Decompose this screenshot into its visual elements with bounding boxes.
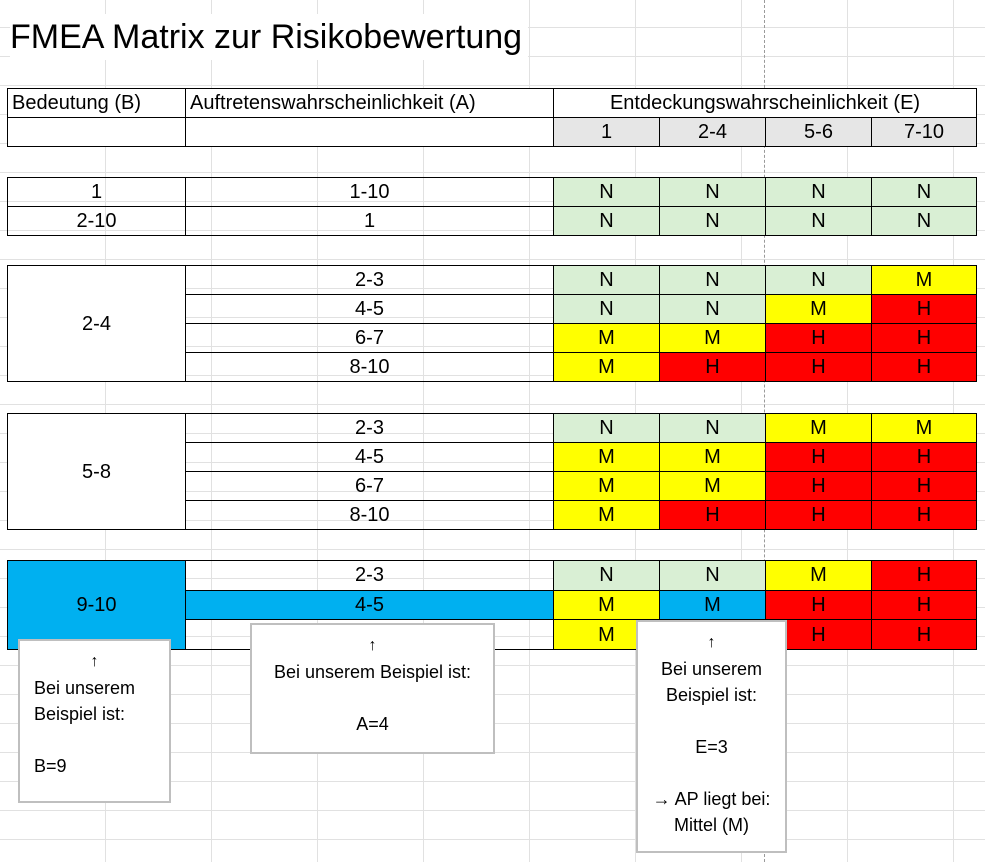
risk-cell[interactable]: N	[553, 560, 660, 591]
risk-cell[interactable]: H	[871, 500, 977, 530]
risk-cell[interactable]: H	[765, 323, 872, 353]
b-cell[interactable]: 2-10	[7, 206, 186, 236]
e-category-1[interactable]: 1	[553, 117, 660, 147]
risk-cell[interactable]: M	[553, 352, 660, 382]
header-empty-cell[interactable]	[7, 117, 186, 147]
risk-cell[interactable]: M	[659, 442, 766, 472]
risk-cell[interactable]: N	[659, 560, 766, 591]
page-title: FMEA Matrix zur Risikobewertung	[10, 14, 529, 60]
callout-text: Bei unserem Beispiel ist:	[273, 662, 472, 682]
up-arrow-icon: ↑	[90, 653, 99, 670]
risk-cell[interactable]: H	[871, 294, 977, 324]
b-cell[interactable]: 5-8	[7, 413, 186, 530]
risk-cell[interactable]: N	[871, 206, 977, 236]
group-table-1: 1 1-10 N N N N 2-10 1 N N N N	[7, 177, 977, 236]
risk-cell[interactable]: N	[553, 294, 660, 324]
risk-cell[interactable]: H	[765, 471, 872, 501]
b-cell-selected[interactable]: 9-10	[7, 560, 186, 650]
risk-cell[interactable]: N	[659, 206, 766, 236]
a-cell[interactable]: 2-3	[185, 265, 554, 295]
risk-cell[interactable]: N	[553, 177, 660, 207]
risk-cell[interactable]: H	[871, 442, 977, 472]
risk-cell[interactable]: M	[765, 294, 872, 324]
risk-cell[interactable]: H	[871, 619, 977, 650]
header-auftreten[interactable]: Auftretenswahrscheinlichkeit (A)	[185, 88, 554, 118]
risk-cell[interactable]: N	[553, 413, 660, 443]
header-entdeckung[interactable]: Entdeckungswahrscheinlichkeit (E)	[552, 88, 978, 118]
risk-cell[interactable]: M	[871, 265, 977, 295]
a-cell[interactable]: 2-3	[185, 560, 554, 591]
risk-cell[interactable]: M	[553, 471, 660, 501]
callout-result: → AP liegt bei:	[652, 789, 771, 809]
risk-cell[interactable]: H	[659, 500, 766, 530]
risk-cell[interactable]: N	[659, 413, 766, 443]
risk-cell[interactable]: M	[871, 413, 977, 443]
risk-cell[interactable]: H	[765, 352, 872, 382]
risk-cell[interactable]: N	[659, 294, 766, 324]
up-arrow-icon: ↑	[707, 634, 716, 651]
risk-cell[interactable]: H	[871, 589, 977, 621]
risk-cell[interactable]: H	[871, 560, 977, 591]
callout-text: Bei unserem	[34, 678, 136, 698]
risk-cell-selected[interactable]: M	[659, 589, 766, 621]
risk-cell[interactable]: M	[659, 323, 766, 353]
risk-cell[interactable]: M	[553, 442, 660, 472]
e-category-5-6[interactable]: 5-6	[765, 117, 872, 147]
b-cell[interactable]: 2-4	[7, 265, 186, 382]
header-empty-cell[interactable]	[185, 117, 554, 147]
risk-cell[interactable]: N	[659, 177, 766, 207]
callout-result: Mittel (M)	[674, 815, 749, 835]
callout-b[interactable]: ↑ Bei unserem Beispiel ist: B=9	[18, 639, 171, 803]
risk-cell[interactable]: H	[871, 352, 977, 382]
risk-cell[interactable]: H	[765, 442, 872, 472]
risk-cell[interactable]: M	[553, 323, 660, 353]
callout-text: Beispiel ist:	[34, 704, 126, 724]
group-table-4: 9-10 2-3 N N M H 4-5 M M H H M H H	[7, 560, 977, 650]
callout-value: B=9	[34, 756, 67, 776]
callout-value: A=4	[356, 714, 389, 734]
group-table-3: 5-8 2-3 N N M M 4-5 M M H H 6-7 M M H H …	[7, 413, 977, 530]
risk-cell[interactable]: M	[765, 560, 872, 591]
risk-cell[interactable]: M	[553, 500, 660, 530]
risk-cell[interactable]: M	[765, 413, 872, 443]
risk-cell[interactable]: N	[659, 265, 766, 295]
callout-text: Beispiel ist:	[665, 685, 758, 705]
callout-text: Bei unserem	[660, 659, 763, 679]
e-category-2-4[interactable]: 2-4	[659, 117, 766, 147]
risk-cell[interactable]: M	[553, 589, 660, 621]
callout-value: E=3	[695, 737, 728, 757]
a-cell[interactable]: 4-5	[185, 294, 554, 324]
a-cell[interactable]: 1-10	[185, 177, 554, 207]
callout-e[interactable]: ↑ Bei unserem Beispiel ist: E=3 → AP lie…	[636, 620, 787, 853]
a-cell[interactable]: 8-10	[185, 352, 554, 382]
risk-cell[interactable]: N	[871, 177, 977, 207]
risk-cell[interactable]: H	[659, 352, 766, 382]
a-cell[interactable]: 1	[185, 206, 554, 236]
risk-cell[interactable]: N	[765, 206, 872, 236]
a-cell[interactable]: 4-5	[185, 442, 554, 472]
risk-cell[interactable]: H	[871, 323, 977, 353]
a-cell[interactable]: 8-10	[185, 500, 554, 530]
up-arrow-icon: ↑	[368, 637, 377, 654]
e-category-7-10[interactable]: 7-10	[870, 117, 978, 147]
risk-cell[interactable]: H	[765, 500, 872, 530]
risk-cell[interactable]: N	[765, 265, 872, 295]
callout-a[interactable]: ↑ Bei unserem Beispiel ist: A=4	[250, 623, 495, 754]
risk-cell[interactable]: N	[553, 265, 660, 295]
header-bedeutung[interactable]: Bedeutung (B)	[7, 88, 186, 118]
risk-cell[interactable]: N	[765, 177, 872, 207]
group-table-2: 2-4 2-3 N N N M 4-5 N N M H 6-7 M M H H …	[7, 265, 977, 382]
a-cell-selected[interactable]: 4-5	[185, 589, 554, 621]
b-cell[interactable]: 1	[7, 177, 186, 207]
a-cell[interactable]: 6-7	[185, 471, 554, 501]
risk-cell[interactable]: N	[553, 206, 660, 236]
a-cell[interactable]: 2-3	[185, 413, 554, 443]
risk-cell[interactable]: H	[871, 471, 977, 501]
a-cell[interactable]: 6-7	[185, 323, 554, 353]
risk-cell[interactable]: M	[659, 471, 766, 501]
risk-cell[interactable]: H	[765, 589, 872, 621]
header-table: Bedeutung (B) Auftretenswahrscheinlichke…	[7, 88, 978, 147]
